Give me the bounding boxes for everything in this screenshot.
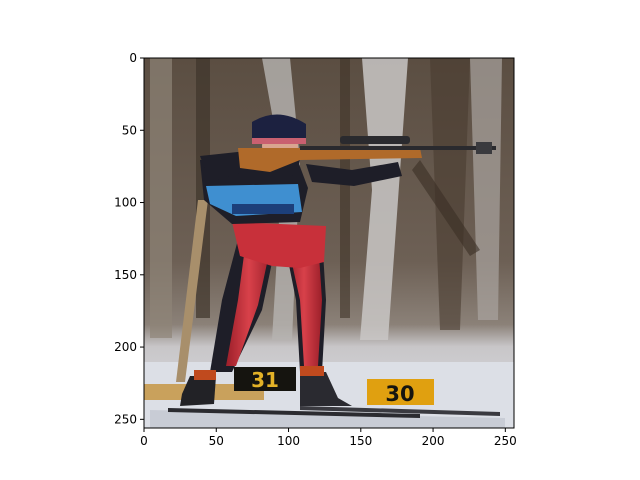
x-tick-label: 200: [422, 434, 445, 448]
target-plate-31: 31: [234, 367, 296, 392]
y-tick-label: 150: [114, 268, 137, 282]
y-tick-label: 0: [129, 51, 137, 65]
x-tick-label: 50: [209, 434, 224, 448]
target-plate-30-number: 30: [385, 382, 414, 406]
athlete: [168, 114, 500, 418]
y-tick-label: 50: [122, 123, 137, 137]
x-tick-label: 0: [140, 434, 148, 448]
x-tick-label: 100: [277, 434, 300, 448]
background-trees: [150, 58, 502, 340]
y-tick-label: 200: [114, 340, 137, 354]
photo: 31 30: [144, 58, 514, 428]
axes-frame: [143, 57, 515, 429]
x-axis: 0 50 100 150 200 250: [140, 428, 517, 448]
target-plate-30: 30: [367, 379, 434, 406]
x-tick-label: 150: [349, 434, 372, 448]
target-plate-31-number: 31: [251, 368, 279, 392]
y-axis: 0 50 100 150 200 250: [114, 51, 144, 426]
y-tick-label: 250: [114, 412, 137, 426]
y-tick-label: 100: [114, 196, 137, 210]
x-tick-label: 250: [494, 434, 517, 448]
rifle: [238, 136, 496, 172]
